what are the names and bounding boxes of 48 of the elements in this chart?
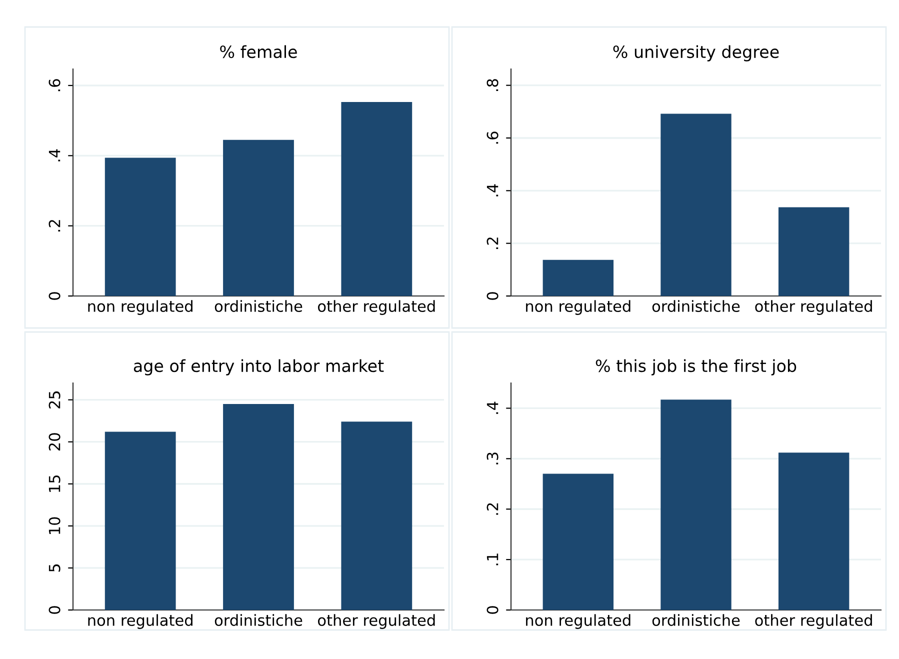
chart-title: % this job is the first job: [596, 359, 796, 376]
y-tick-label: .1: [486, 554, 498, 566]
y-tick-label: 25: [48, 391, 60, 408]
bar: [542, 474, 614, 610]
x-tick-label: ordinistiche: [652, 300, 740, 312]
y-tick-label: .4: [486, 184, 498, 196]
x-tick-label: other regulated: [318, 614, 435, 629]
y-tick-label: 0: [48, 606, 60, 614]
bar: [542, 260, 614, 296]
bar: [778, 207, 850, 296]
x-tick-label: non regulated: [526, 614, 630, 629]
chart-title: age of entry into labor market: [134, 359, 384, 376]
bar: [104, 158, 176, 296]
x-tick-label: other regulated: [755, 300, 872, 315]
x-tick-label: ordinistiche: [652, 614, 740, 626]
y-tick-label: .4: [486, 402, 498, 414]
y-tick-label: 5: [48, 564, 60, 572]
chart-title: % female: [220, 45, 297, 58]
bar: [223, 404, 294, 610]
bar: [341, 422, 412, 610]
x-tick-label: ordinistiche: [214, 614, 302, 626]
x-tick-label: non regulated: [88, 614, 192, 629]
bar: [223, 140, 294, 296]
y-tick-label: .2: [48, 220, 60, 232]
x-tick-label: other regulated: [755, 614, 872, 629]
y-tick-label: .6: [486, 132, 498, 144]
x-tick-label: non regulated: [88, 300, 192, 315]
x-tick-label: other regulated: [318, 300, 435, 315]
bar: [778, 452, 850, 610]
y-tick-label: .2: [486, 503, 498, 515]
bar: [660, 400, 732, 610]
y-tick-label: 15: [48, 476, 60, 492]
y-tick-label: .4: [48, 149, 60, 162]
y-tick-label: 0: [486, 292, 498, 300]
y-tick-label: 10: [48, 517, 60, 534]
bar: [104, 432, 176, 610]
y-tick-label: .3: [486, 452, 498, 464]
chart-title: % university degree: [613, 45, 779, 62]
y-tick-label: 0: [48, 292, 60, 300]
y-tick-label: 20: [48, 433, 60, 450]
y-tick-label: .6: [48, 79, 60, 92]
y-tick-label: .2: [486, 238, 498, 249]
y-tick-label: 0: [486, 606, 498, 614]
bar: [341, 102, 412, 296]
x-tick-label: non regulated: [526, 300, 630, 315]
bar: [660, 114, 732, 296]
y-tick-label: .8: [486, 79, 498, 91]
x-tick-label: ordinistiche: [214, 300, 302, 312]
